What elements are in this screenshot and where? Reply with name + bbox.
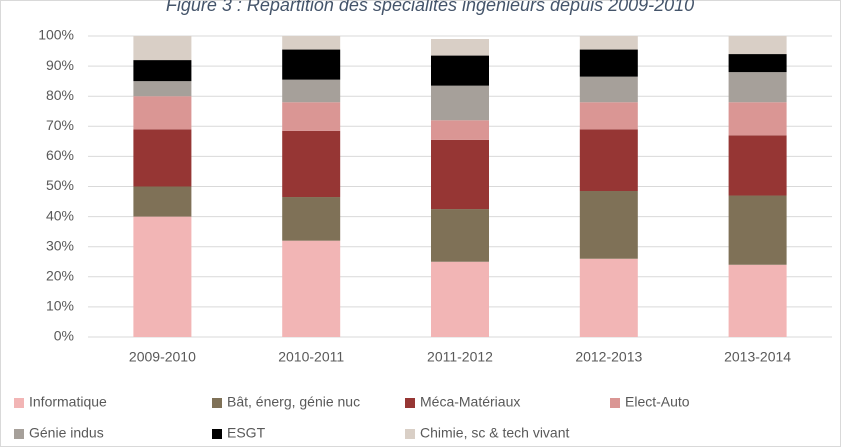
legend-swatch [212, 429, 222, 439]
legend-label: Elect-Auto [625, 394, 690, 410]
legend-swatch [610, 398, 620, 408]
legend-label: Informatique [29, 394, 107, 410]
y-tick-label: 80% [46, 87, 74, 103]
bar-segment [431, 85, 489, 121]
y-tick-label: 60% [46, 147, 74, 163]
bar-segment [579, 76, 638, 103]
bar-segment [133, 36, 192, 61]
bar-segment [579, 36, 638, 50]
bar-segment [133, 60, 192, 82]
bar-segment [728, 54, 787, 73]
bar-segment [133, 216, 192, 337]
legend-label: Méca-Matériaux [420, 394, 520, 410]
bar-segment [579, 258, 638, 337]
x-tick-label: 2010-2011 [278, 349, 344, 365]
bar-segment [282, 130, 341, 198]
bar-segment [728, 264, 787, 337]
bar-segment [431, 39, 489, 56]
legend-label: Génie indus [29, 425, 104, 441]
y-tick-label: 100% [38, 27, 74, 43]
bar-segment [282, 36, 341, 50]
legend-swatch [212, 398, 222, 408]
bar-segment [282, 197, 341, 241]
y-tick-label: 10% [46, 298, 74, 314]
bar-segment [579, 191, 638, 259]
bar-segment [133, 186, 192, 217]
y-tick-label: 20% [46, 268, 74, 284]
legend-label: ESGT [227, 425, 266, 441]
chart-title: Figure 3 : Répartition des spécialités i… [166, 0, 694, 15]
bar-segment [431, 120, 489, 140]
bar-segment [282, 102, 341, 131]
bar-segment [579, 129, 638, 192]
bar-segment [133, 96, 192, 130]
bar-segment [579, 49, 638, 77]
legend-label: Chimie, sc & tech vivant [420, 425, 569, 441]
bar-segment [431, 261, 489, 337]
bar-segment [133, 81, 192, 97]
y-tick-label: 90% [46, 57, 74, 73]
bar-segment [282, 240, 341, 337]
bar-segment [579, 102, 638, 130]
bar-segment [728, 72, 787, 103]
y-tick-label: 0% [54, 328, 74, 344]
x-tick-label: 2012-2013 [575, 349, 642, 365]
x-tick-label: 2013-2014 [724, 349, 791, 365]
legend-swatch [405, 398, 415, 408]
y-tick-label: 50% [46, 177, 74, 193]
bar-segment [431, 209, 489, 262]
bar-segment [133, 129, 192, 187]
bar-segment [728, 195, 787, 265]
x-tick-label: 2011-2012 [427, 349, 493, 365]
legend-label: Bât, énerg, génie nuc [227, 394, 360, 410]
bar-segment [282, 79, 341, 103]
bar-segment [431, 139, 489, 210]
y-tick-label: 30% [46, 237, 74, 253]
legend-swatch [14, 429, 24, 439]
bar-segment [282, 49, 341, 80]
bar-segment [431, 55, 489, 86]
bar-segment [728, 36, 787, 55]
legend-swatch [14, 398, 24, 408]
bar-segment [728, 102, 787, 136]
legend-swatch [405, 429, 415, 439]
x-tick-label: 2009-2010 [129, 349, 196, 365]
y-tick-label: 40% [46, 207, 74, 223]
y-tick-label: 70% [46, 117, 74, 133]
bar-segment [728, 135, 787, 196]
